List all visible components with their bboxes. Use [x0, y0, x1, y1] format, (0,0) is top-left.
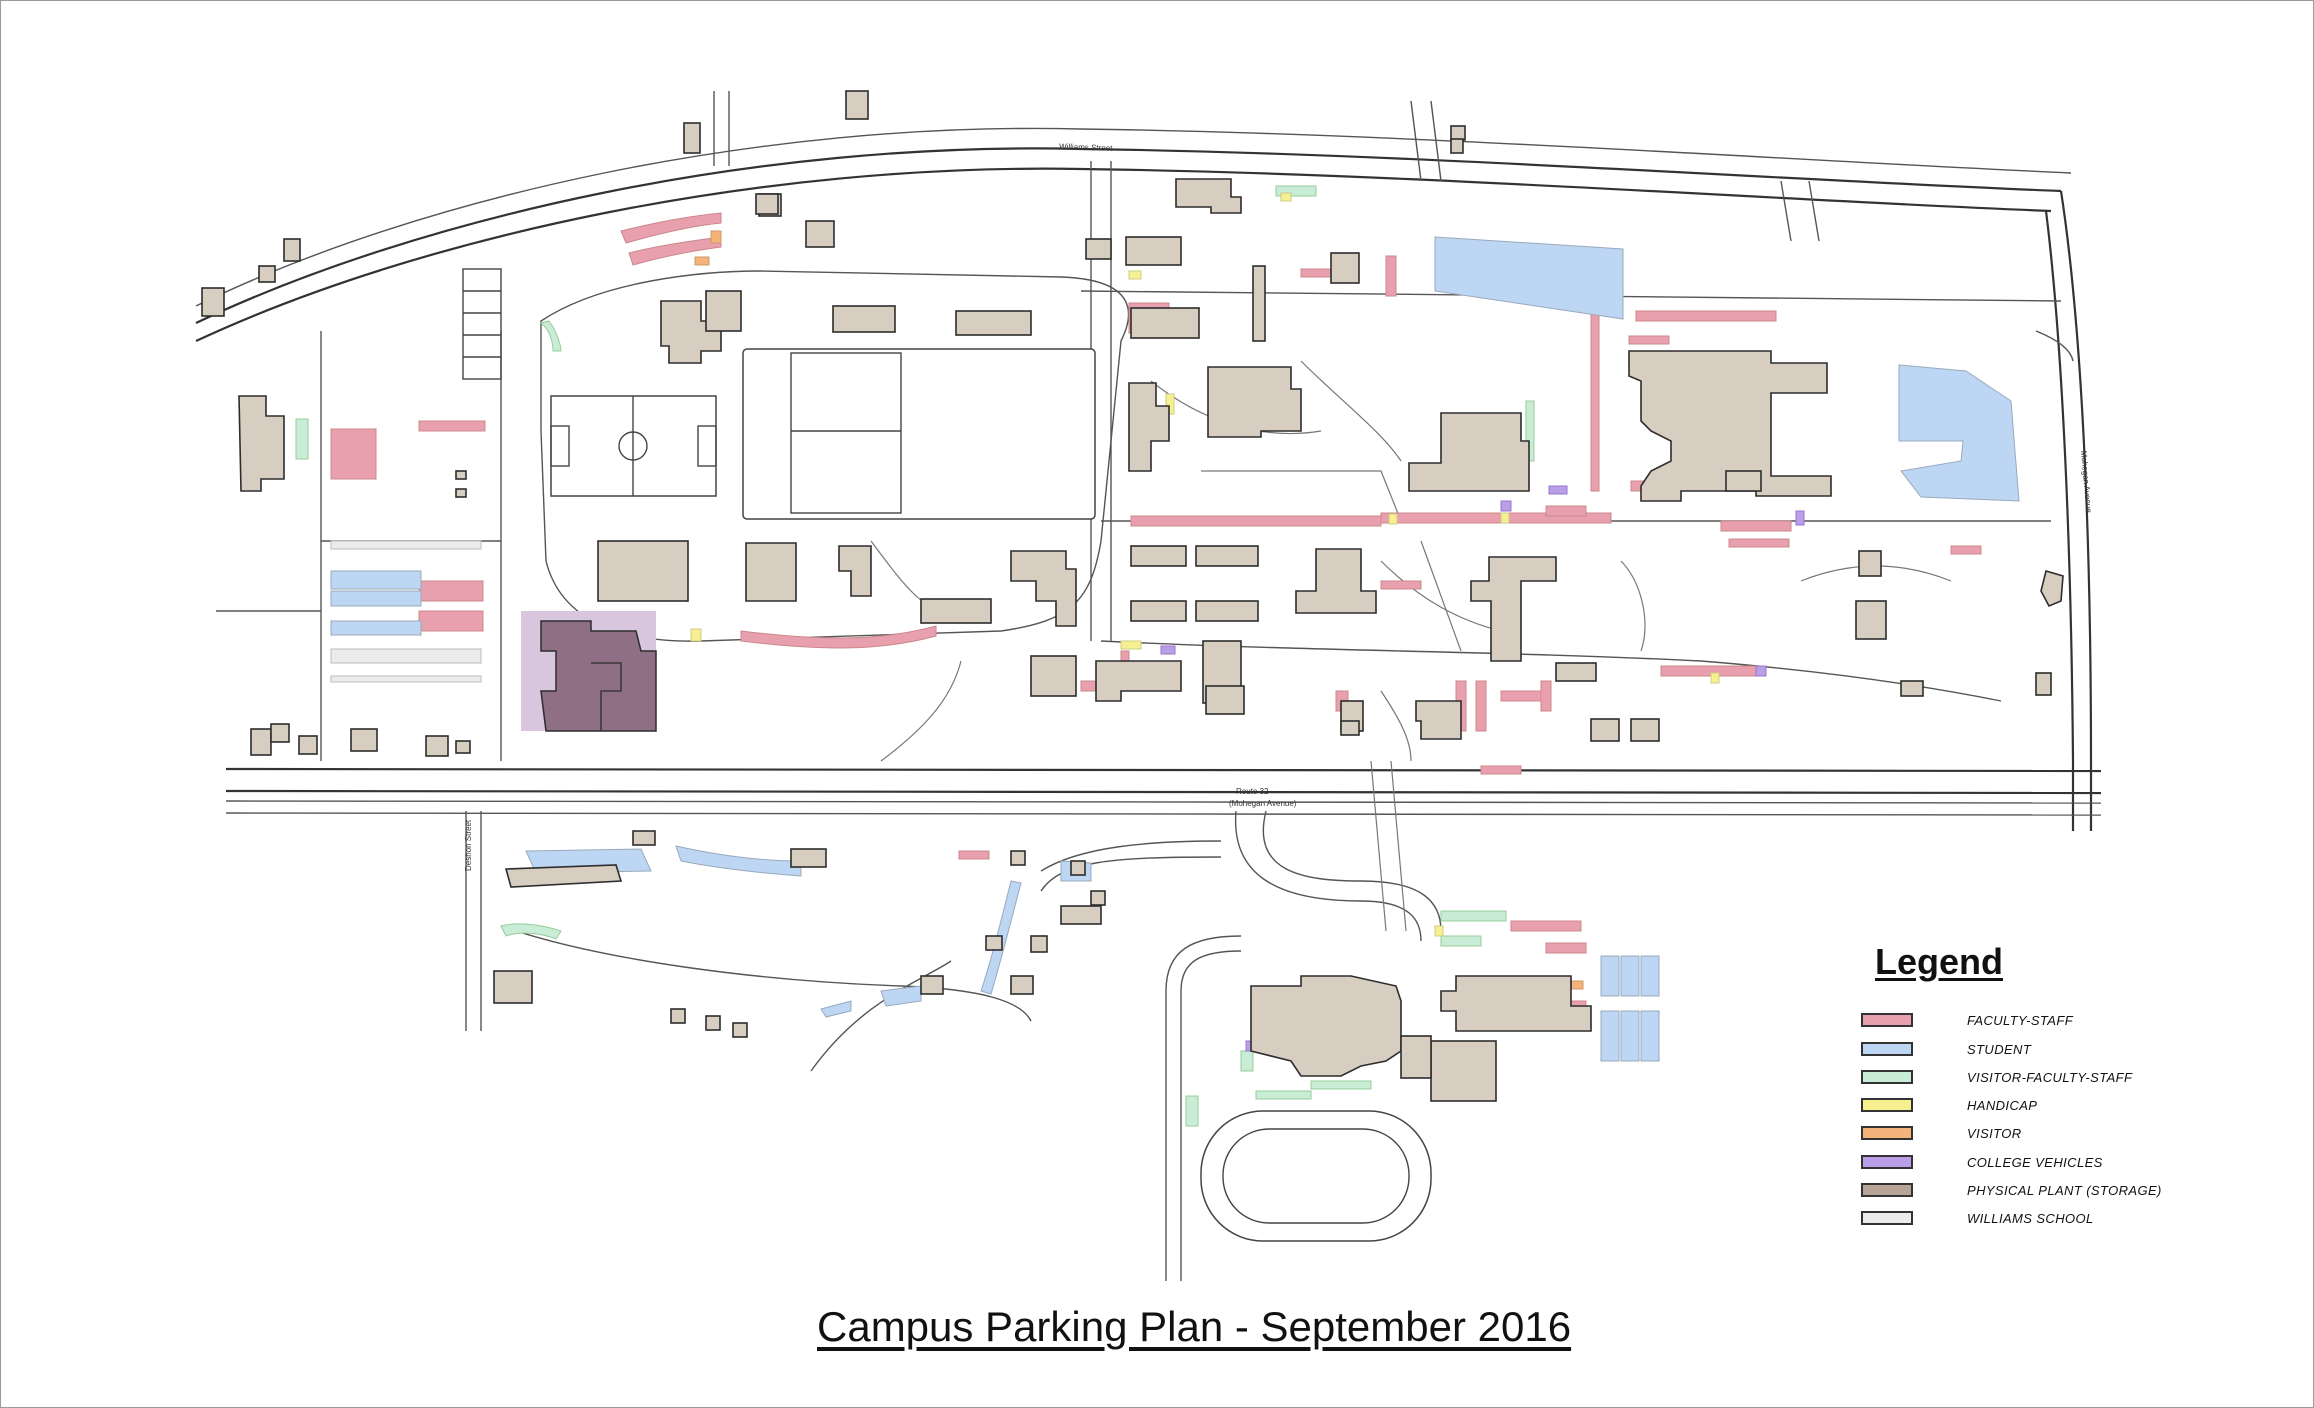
- legend-label: VISITOR-FACULTY-STAFF: [1967, 1070, 2133, 1085]
- legend-swatch-college-vehicles: [1861, 1155, 1913, 1169]
- legend-label: WILLIAMS SCHOOL: [1967, 1211, 2094, 1226]
- legend-item-physical-plant: PHYSICAL PLANT (STORAGE): [1841, 1181, 2221, 1201]
- legend-swatch-visitor-faculty-staff: [1861, 1070, 1913, 1084]
- buildings: [201, 90, 2064, 1102]
- parking-visitor-faculty-staff: [295, 185, 1535, 1127]
- parking-student: [330, 236, 2020, 1062]
- deshon-street-label: Deshon Street: [464, 819, 473, 871]
- route-32-sublabel: (Mohegan Avenue): [1229, 799, 1297, 808]
- williams-street-label: Williams Street: [1059, 142, 1113, 153]
- legend-title: Legend: [1875, 941, 2004, 982]
- legend-swatch-visitor: [1861, 1126, 1913, 1140]
- running-track: [1200, 1110, 1432, 1242]
- legend-item-college-vehicles: COLLEGE VEHICLES: [1841, 1153, 2221, 1173]
- athletic-fields: [462, 268, 1432, 1242]
- legend-label: STUDENT: [1967, 1042, 2032, 1057]
- route-32-label: Route 32: [1236, 787, 1269, 796]
- legend-item-faculty-staff: FACULTY-STAFF: [1841, 1011, 2221, 1031]
- legend-swatch-physical-plant: [1861, 1183, 1913, 1197]
- mohegan-avenue-label: Mohegan Avenue: [2079, 450, 2093, 513]
- parking-handicap: [690, 192, 1720, 937]
- legend-label: PHYSICAL PLANT (STORAGE): [1967, 1183, 2162, 1198]
- legend-swatch-handicap: [1861, 1098, 1913, 1112]
- legend-label: VISITOR: [1967, 1126, 2022, 1141]
- legend-item-handicap: HANDICAP: [1841, 1096, 2221, 1116]
- physical-plant-storage: [521, 611, 657, 732]
- map-title: Campus Parking Plan - September 2016: [817, 1303, 1572, 1350]
- parking-williams-school: [330, 540, 482, 683]
- legend-item-williams-school: WILLIAMS SCHOOL: [1841, 1209, 2221, 1229]
- legend-label: FACULTY-STAFF: [1967, 1013, 2074, 1028]
- legend-item-student: STUDENT: [1841, 1040, 2221, 1060]
- legend-label: COLLEGE VEHICLES: [1967, 1155, 2103, 1170]
- legend-swatch-student: [1861, 1042, 1913, 1056]
- legend-swatch-faculty-staff: [1861, 1013, 1913, 1027]
- legend-swatch-williams-school: [1861, 1211, 1913, 1225]
- parking-visitor: [694, 230, 1584, 990]
- legend-item-visitor: VISITOR: [1841, 1124, 2221, 1144]
- legend-label: HANDICAP: [1967, 1098, 2038, 1113]
- legend-item-visitor-faculty-staff: VISITOR-FACULTY-STAFF: [1841, 1068, 2221, 1088]
- practice-field: [742, 348, 1096, 520]
- street-labels: Williams Street Route 32 (Mohegan Avenue…: [464, 142, 2093, 871]
